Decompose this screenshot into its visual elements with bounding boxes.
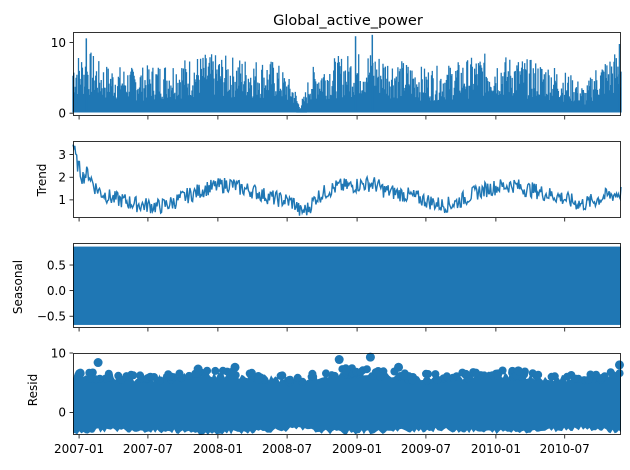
resid-point bbox=[584, 375, 593, 384]
y-tick-label: 2 bbox=[58, 171, 66, 185]
panel-frame bbox=[73, 243, 621, 328]
resid-outlier-point bbox=[334, 355, 344, 365]
resid-point bbox=[547, 372, 556, 381]
resid-point bbox=[422, 376, 431, 385]
resid-point bbox=[136, 371, 145, 380]
panel-frame bbox=[73, 32, 621, 116]
resid-outlier-point bbox=[365, 352, 375, 362]
y-tick-label: 0.0 bbox=[47, 284, 66, 298]
x-tick-label: 2010-07 bbox=[540, 442, 590, 456]
resid-outlier-point bbox=[93, 358, 103, 368]
resid-point bbox=[105, 374, 114, 382]
trend-ylabel: Trend bbox=[35, 164, 49, 198]
resid-point bbox=[471, 368, 480, 377]
y-tick-label: 10 bbox=[51, 36, 66, 50]
resid-point bbox=[146, 372, 155, 381]
resid-point bbox=[442, 372, 451, 381]
seasonal-ylabel: Seasonal bbox=[11, 260, 25, 314]
resid-point bbox=[532, 372, 541, 381]
panel-frame bbox=[73, 353, 621, 435]
resid-point bbox=[571, 374, 580, 383]
resid-outlier-point bbox=[394, 362, 404, 372]
resid-point bbox=[254, 375, 263, 384]
y-tick-label: 10 bbox=[51, 346, 66, 360]
resid-point bbox=[86, 374, 94, 383]
resid-point bbox=[203, 366, 212, 375]
y-tick-label: 0 bbox=[58, 106, 66, 120]
resid-point bbox=[462, 369, 470, 378]
resid-point bbox=[493, 371, 502, 380]
x-tick-label: 2008-07 bbox=[262, 442, 312, 456]
x-tick-label: 2007-07 bbox=[123, 442, 173, 456]
resid-point bbox=[615, 369, 624, 378]
resid-point bbox=[422, 369, 430, 378]
panel-frame bbox=[73, 141, 621, 218]
resid-ylabel: Resid bbox=[26, 374, 40, 406]
panel-observed: 0 10 bbox=[51, 32, 622, 120]
resid-point bbox=[399, 371, 408, 380]
chart-title: Global_active_power bbox=[273, 13, 423, 29]
y-tick-label: 1 bbox=[58, 193, 66, 207]
resid-point bbox=[218, 366, 227, 375]
resid-point bbox=[308, 369, 317, 378]
panel-resid: 0 10 bbox=[0, 346, 630, 470]
resid-outlier-point bbox=[614, 360, 624, 370]
x-tick-label: 2007-01 bbox=[54, 442, 104, 456]
resid-point bbox=[166, 372, 175, 381]
resid-point bbox=[185, 371, 194, 380]
panel-trend: 1 2 3 bbox=[58, 141, 622, 222]
resid-point bbox=[563, 372, 572, 381]
resid-point bbox=[356, 367, 365, 376]
resid-point bbox=[247, 368, 256, 377]
x-tick-label: 2009-01 bbox=[332, 442, 382, 456]
resid-outlier-point bbox=[193, 364, 203, 374]
resid-point bbox=[211, 366, 220, 375]
trend-series-line bbox=[72, 144, 622, 216]
resid-point bbox=[156, 376, 164, 385]
panel-seasonal: −0.5 0.0 0.5 bbox=[37, 243, 621, 332]
x-tick-label: 2008-01 bbox=[193, 442, 243, 456]
resid-point bbox=[175, 369, 184, 378]
resid-clip-mask bbox=[0, 435, 630, 470]
resid-point bbox=[76, 368, 85, 377]
resid-point bbox=[608, 371, 617, 379]
resid-point bbox=[431, 370, 440, 379]
x-tick-label: 2010-01 bbox=[471, 442, 521, 456]
resid-point bbox=[286, 375, 295, 384]
resid-point bbox=[376, 372, 385, 381]
y-tick-label: 3 bbox=[58, 148, 66, 162]
x-axis-tick-labels: 2007-01 2007-07 2008-01 2008-07 2009-01 2009-… bbox=[54, 442, 590, 456]
resid-point bbox=[362, 365, 371, 374]
resid-point bbox=[322, 369, 330, 378]
y-tick-label: −0.5 bbox=[37, 310, 66, 324]
observed-series-line bbox=[72, 52, 622, 113]
resid-point bbox=[129, 371, 138, 380]
resid-point bbox=[85, 368, 94, 377]
resid-point bbox=[330, 371, 339, 380]
resid-point bbox=[449, 373, 457, 382]
resid-point bbox=[117, 375, 126, 384]
y-tick-label: 0.5 bbox=[47, 258, 66, 272]
seasonal-series-band bbox=[73, 246, 621, 325]
resid-point bbox=[342, 366, 351, 375]
resid-series-band bbox=[73, 370, 621, 435]
resid-outlier-point bbox=[513, 366, 523, 376]
resid-point bbox=[293, 373, 302, 382]
y-tick-label: 0 bbox=[58, 406, 66, 420]
x-tick-label: 2009-07 bbox=[401, 442, 451, 456]
resid-outlier-point bbox=[230, 362, 240, 372]
resid-point bbox=[278, 371, 287, 380]
resid-point bbox=[597, 374, 606, 382]
